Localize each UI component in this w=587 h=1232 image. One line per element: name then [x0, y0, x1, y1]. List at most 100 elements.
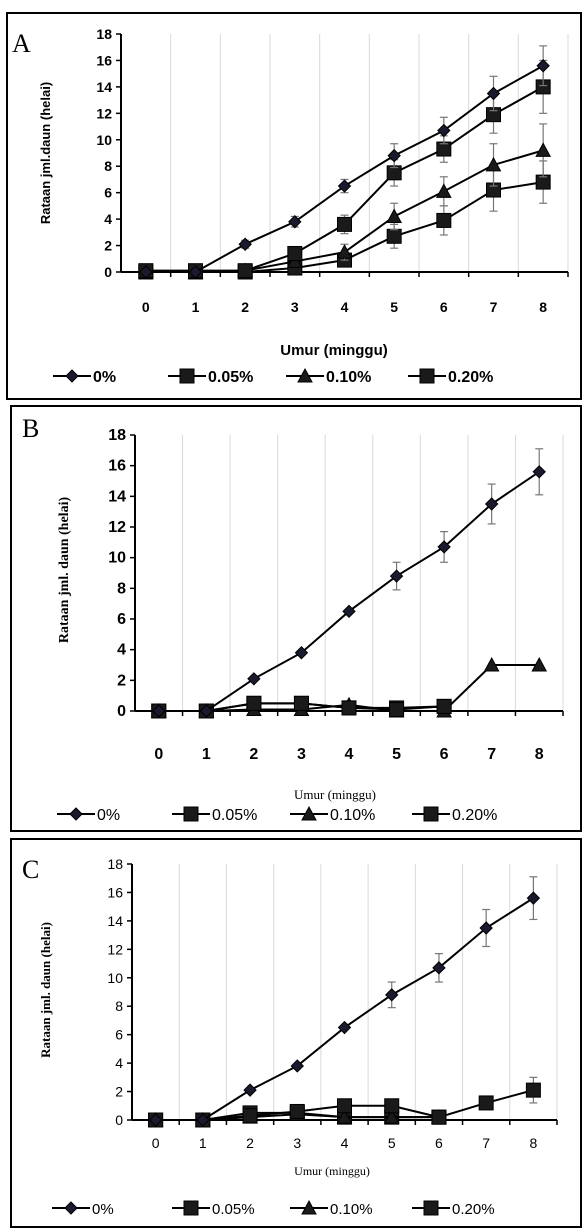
x-axis-title: Umur (minggu): [280, 342, 387, 359]
x-tick-label: 7: [482, 1135, 490, 1151]
x-tick-label: 6: [435, 1135, 443, 1151]
data-point: [337, 1020, 352, 1035]
legend-marker: [301, 1199, 317, 1215]
y-tick-label: 2: [117, 672, 126, 689]
data-point: [337, 179, 352, 193]
x-tick-label: 4: [341, 1135, 349, 1151]
y-tick-label: 2: [104, 238, 112, 254]
legend-label: 0.10%: [326, 369, 371, 386]
y-axis-title: Rataan jml. daun (helai): [38, 922, 53, 1058]
y-tick-label: 8: [117, 580, 126, 597]
data-point: [483, 656, 500, 672]
data-point: [199, 704, 214, 718]
data-point: [152, 704, 166, 718]
data-point: [139, 265, 153, 279]
y-tick-label: 12: [96, 105, 112, 121]
x-tick-label: 0: [142, 299, 150, 315]
data-point: [290, 1059, 304, 1073]
x-tick-label: 1: [202, 746, 211, 763]
data-point: [246, 695, 262, 711]
data-point: [336, 1109, 353, 1124]
data-point: [337, 1098, 352, 1114]
data-point: [437, 540, 451, 554]
data-point: [386, 208, 403, 223]
y-tick-label: 4: [115, 1055, 123, 1071]
data-point: [196, 1113, 210, 1127]
data-point: [287, 245, 303, 261]
data-point: [237, 263, 253, 279]
legend-marker: [179, 368, 195, 384]
x-tick-label: 8: [529, 1135, 537, 1151]
data-point: [337, 216, 352, 232]
chart-panel-b: B 0 2 4 6 8 10 12 14 16 18 0 1 2 3 4 5 6 7 8 Rataan jml. dau…: [10, 405, 582, 832]
data-point: [288, 215, 302, 229]
data-point: [242, 1108, 258, 1124]
data-point: [436, 698, 452, 714]
y-tick-label: 8: [115, 998, 123, 1014]
y-axis-title: Rataan jml. daun (helai): [57, 497, 72, 644]
data-point: [289, 1103, 305, 1119]
data-point: [384, 1098, 400, 1114]
legend-label: 0.05%: [212, 1201, 255, 1218]
y-tick-label: 4: [104, 211, 112, 227]
y-tick-label: 16: [107, 884, 123, 900]
x-tick-label: 5: [388, 1135, 396, 1151]
y-tick-label: 6: [117, 611, 126, 628]
legend-marker: [423, 806, 439, 822]
y-tick-label: 2: [115, 1084, 123, 1100]
y-tick-label: 6: [104, 185, 112, 201]
data-point: [437, 123, 451, 138]
data-point: [484, 497, 499, 511]
data-point: [431, 1109, 447, 1125]
data-point: [485, 156, 502, 172]
data-point: [383, 1109, 400, 1124]
data-point: [486, 86, 501, 101]
x-tick-label: 0: [152, 1135, 160, 1151]
legend-marker: [183, 806, 199, 822]
x-tick-label: 2: [249, 746, 258, 763]
x-tick-label: 3: [293, 1135, 301, 1151]
legend-marker: [297, 367, 313, 383]
data-point: [432, 961, 446, 975]
data-point: [293, 695, 309, 711]
x-tick-label: 1: [199, 1135, 207, 1151]
data-point: [535, 142, 552, 157]
data-point: [188, 265, 203, 279]
y-tick-label: 8: [104, 158, 112, 174]
y-tick-label: 16: [96, 52, 112, 68]
y-tick-label: 10: [96, 132, 112, 148]
legend-label: 0.05%: [208, 369, 253, 386]
data-point: [342, 604, 356, 619]
x-tick-label: 5: [392, 746, 401, 763]
x-tick-label: 5: [390, 299, 398, 315]
y-tick-label: 16: [108, 458, 126, 475]
y-tick-label: 18: [96, 26, 112, 42]
legend-label: 0.10%: [330, 1201, 373, 1218]
panel-label: C: [22, 855, 39, 884]
data-point: [386, 228, 402, 244]
x-tick-label: 6: [440, 299, 448, 315]
x-tick-label: 1: [192, 299, 200, 315]
y-tick-label: 6: [115, 1027, 123, 1043]
x-axis-title: Umur (minggu): [294, 787, 376, 802]
chart-panel-a: A 0 2 4 6 8 10 12 14 16 18 0 1 2 3 4 5 6 7 8 Rataan jml.daun…: [6, 12, 582, 400]
y-axis-title: Rataan jml.daun (helai): [38, 82, 53, 224]
legend-label: 0%: [93, 369, 116, 386]
data-point: [385, 988, 399, 1002]
y-tick-label: 14: [96, 79, 112, 95]
series-line: [155, 897, 534, 1121]
x-tick-label: 8: [535, 746, 544, 763]
data-point: [532, 465, 546, 479]
y-tick-label: 12: [107, 941, 123, 957]
x-tick-label: 7: [487, 746, 496, 763]
data-point: [238, 237, 252, 251]
data-point: [389, 701, 405, 717]
series-line: [145, 86, 544, 272]
y-tick-label: 18: [107, 856, 123, 872]
x-tick-label: 3: [297, 746, 306, 763]
data-point: [531, 656, 548, 672]
panel-label: A: [12, 29, 31, 58]
